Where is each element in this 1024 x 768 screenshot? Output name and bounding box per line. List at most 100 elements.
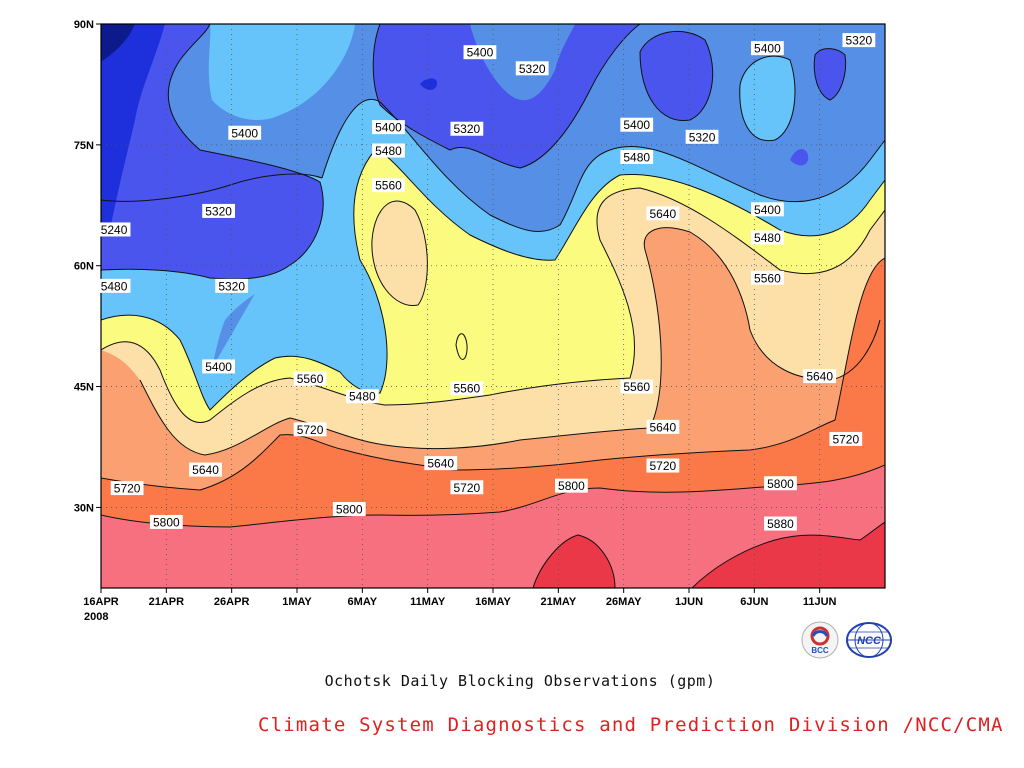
contour-label: 5320	[685, 129, 719, 144]
contour-label-text: 5400	[754, 42, 781, 56]
contour-label: 5400	[463, 45, 497, 60]
ncc-logo-icon: NCC	[846, 622, 892, 658]
contour-label: 5640	[646, 206, 680, 221]
band-5240-5320-north	[640, 31, 713, 121]
contour-label: 5480	[97, 278, 131, 293]
contour-line-closed-b	[739, 55, 796, 142]
x-tick-label: 6JUN	[740, 596, 768, 608]
contour-label-text: 5560	[754, 271, 781, 285]
contour-line-5400	[101, 99, 885, 233]
bcc-logo-icon: BCC	[801, 621, 839, 659]
contour-label-text: 5480	[754, 231, 781, 245]
contour-label: 5480	[345, 389, 379, 404]
contour-label-bg	[97, 222, 131, 237]
band-5160-5240-spot	[420, 78, 438, 90]
contour-label-bg	[764, 516, 797, 531]
contour-label-bg	[646, 419, 680, 434]
band-above-5880	[533, 522, 885, 588]
contour-label-text: 5640	[192, 463, 219, 477]
contour-line-5560	[101, 187, 885, 423]
contour-label-text: 5720	[454, 481, 481, 495]
contour-label: 5560	[293, 371, 327, 386]
contour-label: 5400	[202, 359, 235, 374]
contour-label: 5400	[751, 41, 784, 56]
contour-label-text: 5480	[349, 390, 376, 404]
contour-label: 5720	[450, 480, 484, 495]
contour-label-bg	[646, 458, 680, 473]
contour-fill-layer	[101, 24, 885, 588]
contour-line-closed-e	[372, 24, 641, 169]
contour-label-bg	[372, 143, 405, 158]
contour-label-text: 5560	[297, 372, 324, 386]
x-tick-label: 26MAY	[606, 596, 642, 608]
y-tick-label: 75N	[74, 140, 94, 152]
contour-line-5720	[101, 257, 885, 491]
band-5560-5640-north	[371, 201, 428, 306]
contour-label-text: 5800	[336, 503, 363, 517]
y-axis-ticks: 30N 45N 60N 75N 90N	[74, 19, 101, 514]
contour-label-text: 5320	[205, 204, 232, 218]
contour-label-text: 5800	[558, 479, 585, 493]
contour-label-bg	[646, 206, 680, 221]
credit-line: Climate System Diagnostics and Predictio…	[258, 714, 1004, 736]
x-tick-label: 1MAY	[282, 596, 312, 608]
band-5240-5320-spot	[790, 148, 809, 166]
contour-label-bg	[228, 125, 262, 140]
contour-label-bg	[685, 129, 719, 144]
contour-line-5320	[101, 24, 324, 280]
contour-label-text: 5480	[375, 144, 402, 158]
contour-label-bg	[450, 381, 484, 396]
contour-label: 5800	[332, 502, 366, 517]
contour-label: 5800	[149, 514, 183, 529]
contour-label-text: 5560	[623, 380, 650, 394]
contour-label: 5480	[372, 143, 405, 158]
ncc-logo-text: NCC	[857, 635, 882, 647]
y-tick-label: 90N	[74, 19, 94, 31]
x-tick-label: 26APR	[214, 596, 250, 608]
band-5400-5480	[208, 24, 355, 120]
contour-label-bg	[842, 33, 876, 48]
contour-label: 5720	[110, 481, 144, 496]
contour-label-text: 5400	[754, 203, 781, 217]
contour-label: 5320	[450, 121, 484, 136]
contour-label-text: 5320	[218, 279, 245, 293]
bcc-logo: BCC	[800, 620, 840, 660]
contour-label-bg	[751, 202, 784, 217]
bcc-logo-text: BCC	[811, 646, 829, 655]
contour-label-bg	[803, 369, 837, 384]
contour-label: 5640	[803, 369, 837, 384]
contour-label: 5800	[555, 478, 588, 493]
contour-label-bg	[450, 121, 484, 136]
contour-label-text: 5640	[427, 457, 454, 471]
contour-label-bg	[110, 481, 144, 496]
x-tick-label: 16MAY	[475, 596, 511, 608]
contour-label-text: 5240	[101, 223, 128, 237]
contour-label-text: 5480	[101, 279, 128, 293]
contour-label-text: 5560	[375, 179, 402, 193]
x-tick-label: 11JUN	[803, 596, 837, 608]
contour-label-text: 5720	[650, 459, 677, 473]
contour-label: 5320	[215, 278, 249, 293]
x-tick-label: 21MAY	[540, 596, 576, 608]
x-tick-label: 21APR	[149, 596, 185, 608]
contour-label: 5720	[829, 431, 863, 446]
contour-label: 5640	[189, 462, 222, 477]
contour-label-text: 5400	[467, 46, 494, 60]
chart-caption: Ochotsk Daily Blocking Observations (gpm…	[324, 672, 716, 690]
contour-label: 5240	[97, 222, 131, 237]
contour-label-text: 5320	[519, 62, 546, 76]
contour-label: 5560	[751, 270, 784, 285]
contour-line-closed-f	[455, 333, 468, 360]
contour-label-bg	[372, 120, 405, 135]
contour-label-text: 5720	[832, 432, 859, 446]
contour-label: 5400	[372, 120, 405, 135]
band-5160-5240	[101, 24, 165, 235]
band-5400-5480-north	[739, 56, 795, 141]
contour-label-bg	[463, 45, 497, 60]
contour-label-bg	[372, 178, 405, 193]
contour-label: 5800	[764, 476, 797, 491]
x-tick-label: 16APR	[83, 596, 119, 608]
contour-label-text: 5400	[205, 360, 232, 374]
contour-label-text: 5400	[623, 118, 650, 132]
contour-label: 5320	[842, 33, 876, 48]
